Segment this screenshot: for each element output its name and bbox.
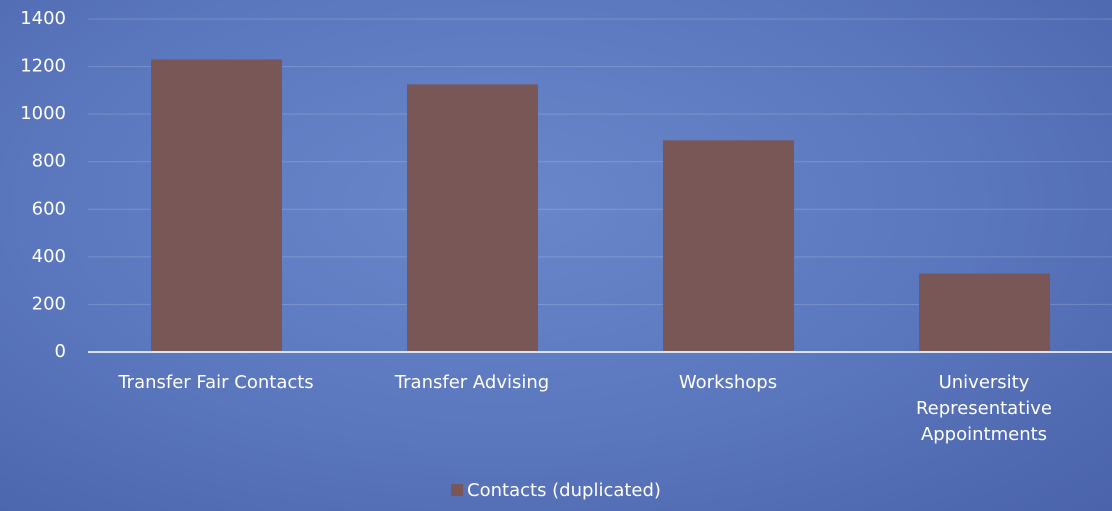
y-tick-label: 200 [32,293,66,314]
legend: Contacts (duplicated) [0,480,1112,501]
y-tick-label: 1200 [20,56,66,77]
legend-label: Contacts (duplicated) [467,480,661,501]
bar [151,59,282,352]
y-tick-label: 400 [32,246,66,267]
legend-swatch [451,484,464,496]
bar [407,84,538,353]
y-tick-label: 0 [55,341,66,362]
x-tick-label: Transfer Advising [394,372,550,393]
bar [663,140,794,352]
x-tick-label: Workshops [678,372,778,393]
y-tick-label: 600 [32,198,66,219]
x-tick-label: Transfer Fair Contacts [118,372,314,393]
y-tick-label: 1400 [20,8,66,29]
x-tick-label: University Representative Appointments [915,372,1052,445]
y-tick-label: 1000 [20,103,66,124]
y-tick-label: 800 [32,151,66,172]
legend-item: Contacts (duplicated) [451,480,661,501]
bar [919,273,1050,352]
